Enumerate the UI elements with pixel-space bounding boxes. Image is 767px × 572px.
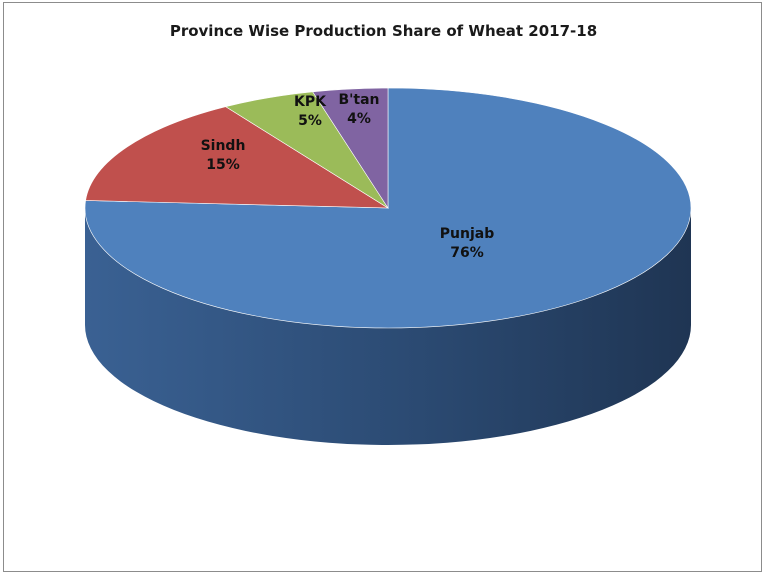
slice-sindh[interactable] <box>85 106 390 209</box>
slice-name-punjab: Punjab <box>440 226 494 242</box>
pie-sides <box>85 208 691 445</box>
side-punjab <box>85 208 691 445</box>
chart-title: Province Wise Production Share of Wheat … <box>169 22 598 40</box>
slice-name-kpk: KPK <box>294 94 327 110</box>
slice-value-kpk: 5% <box>298 113 322 129</box>
slice-value-b-tan: 4% <box>347 111 371 127</box>
slice-value-punjab: 76% <box>450 245 484 261</box>
pie-labels: Punjab 76% Sindh 15% KPK 5% B'tan 4% <box>201 92 495 261</box>
slice-name-sindh: Sindh <box>201 138 246 154</box>
slice-name-b-tan: B'tan <box>338 92 379 108</box>
pie-top <box>84 87 692 329</box>
slice-value-sindh: 15% <box>206 157 240 173</box>
slice-b-tan[interactable] <box>312 87 389 210</box>
